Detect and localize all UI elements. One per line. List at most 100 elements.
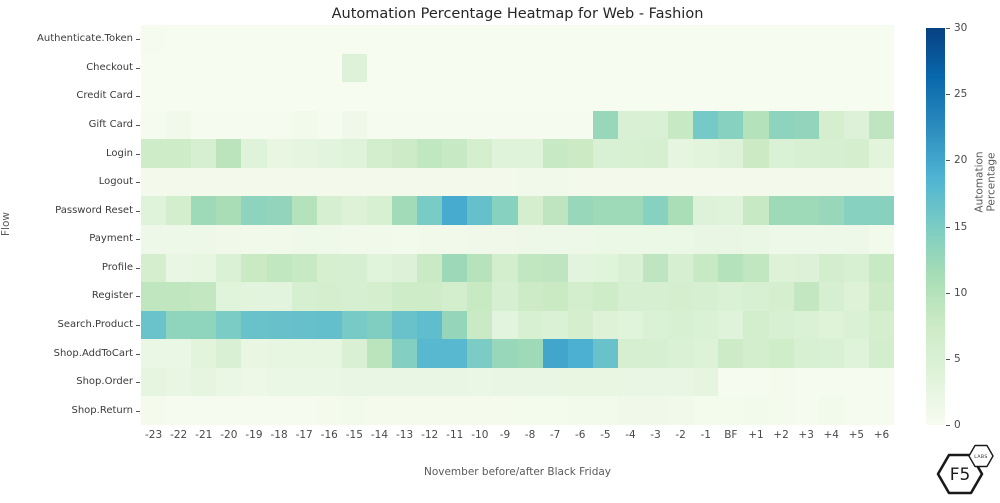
heatmap-cell [316, 139, 342, 168]
heatmap-cell [868, 25, 894, 54]
heatmap-cell [517, 253, 543, 283]
heatmap-cell [868, 310, 894, 340]
heatmap-cell [818, 224, 844, 254]
x-tick-label: -9 [499, 429, 511, 441]
heatmap-grid [141, 25, 894, 425]
heatmap-cell [693, 196, 719, 225]
heatmap-cell [492, 310, 518, 340]
heatmap-cell [843, 253, 869, 283]
heatmap-cell [743, 82, 769, 111]
heatmap-cell [517, 167, 543, 197]
heatmap-cell [291, 53, 317, 83]
heatmap-cell [141, 167, 167, 197]
heatmap-cell [843, 110, 869, 140]
x-tick-label: -17 [295, 429, 313, 441]
colorbar-tick-label: 10 [954, 286, 968, 299]
heatmap-cell [366, 167, 392, 197]
heatmap-cell [668, 367, 694, 397]
x-tick-label: -2 [675, 429, 686, 441]
heatmap-cell [417, 139, 443, 168]
heatmap-cell [216, 367, 242, 397]
heatmap-cell [191, 196, 217, 225]
y-tick-mark [136, 239, 140, 241]
heatmap-cell [517, 196, 543, 225]
heatmap-cell [166, 282, 192, 311]
colorbar-tick-mark [946, 425, 950, 426]
heatmap-cell [743, 139, 769, 168]
x-axis-tick-labels: -23 -22 -21 -20 -19 -18 -17 -16 -15 -14 -13 -12 -11-… [141, 429, 894, 443]
heatmap-cell [843, 367, 869, 397]
heatmap-cell [668, 25, 694, 54]
heatmap-cell [316, 25, 342, 54]
heatmap-cell [743, 224, 769, 254]
heatmap-cell [693, 110, 719, 140]
heatmap-cell [467, 396, 493, 425]
heatmap-cell [417, 167, 443, 197]
heatmap-cell [542, 310, 568, 340]
colorbar-tick-label: 30 [954, 22, 968, 34]
heatmap-cell [617, 110, 643, 140]
heatmap-cell [266, 167, 292, 197]
heatmap-cell [567, 253, 593, 283]
heatmap-cell [818, 110, 844, 140]
x-tick-label: -11 [446, 429, 464, 441]
heatmap-cell [567, 53, 593, 83]
heatmap-cell [492, 224, 518, 254]
heatmap-cell [793, 310, 819, 340]
heatmap-cell [517, 310, 543, 340]
y-tick-label: Profile [101, 261, 133, 273]
heatmap-cell [617, 224, 643, 254]
heatmap-cell [442, 196, 468, 225]
heatmap-cell [341, 396, 367, 425]
heatmap-cell [341, 253, 367, 283]
heatmap-cell [592, 224, 618, 254]
heatmap-cell [793, 196, 819, 225]
heatmap-cell [216, 25, 242, 54]
x-tick-label: -13 [395, 429, 414, 441]
heatmap-cell [266, 196, 292, 225]
heatmap-cell [467, 196, 493, 225]
heatmap-cell [141, 25, 167, 54]
y-tick-mark [136, 296, 140, 298]
heatmap-cell [442, 167, 468, 197]
heatmap-cell [868, 396, 894, 425]
heatmap-cell [266, 224, 292, 254]
colorbar [926, 28, 945, 425]
heatmap-cell [216, 339, 242, 368]
y-tick-mark [136, 96, 140, 98]
heatmap-cell [768, 339, 794, 368]
heatmap-cell [743, 282, 769, 311]
heatmap-cell [818, 253, 844, 283]
heatmap-cell [693, 367, 719, 397]
y-tick-label: Gift Card [88, 119, 133, 130]
heatmap-cell [693, 253, 719, 283]
heatmap-cell [567, 339, 593, 368]
heatmap-cell [166, 196, 192, 225]
heatmap-cell [392, 82, 418, 111]
logo-hexagon [936, 453, 984, 495]
x-axis-title: November before/after Black Friday [423, 466, 612, 478]
x-tick-label: +1 [748, 429, 764, 441]
colorbar-tick-label: 25 [954, 88, 968, 101]
colorbar-tick-label: 20 [954, 154, 968, 167]
heatmap-cell [567, 25, 593, 54]
heatmap-cell [141, 310, 167, 340]
heatmap-cell [316, 196, 342, 225]
heatmap-cell [316, 53, 342, 83]
heatmap-cell [818, 396, 844, 425]
heatmap-cell [818, 282, 844, 311]
y-tick-label: Login [106, 147, 133, 159]
heatmap-cell [266, 282, 292, 311]
heatmap-cell [316, 282, 342, 311]
heatmap-cell [341, 110, 367, 140]
heatmap-cell [467, 253, 493, 283]
heatmap-cell [467, 367, 493, 397]
heatmap-cell [166, 82, 192, 111]
heatmap-cell [668, 396, 694, 425]
heatmap-cell [492, 339, 518, 368]
heatmap-cell [266, 139, 292, 168]
heatmap-cell [266, 396, 292, 425]
heatmap-cell [592, 139, 618, 168]
y-tick-mark [136, 67, 140, 69]
heatmap-cell [567, 139, 593, 168]
